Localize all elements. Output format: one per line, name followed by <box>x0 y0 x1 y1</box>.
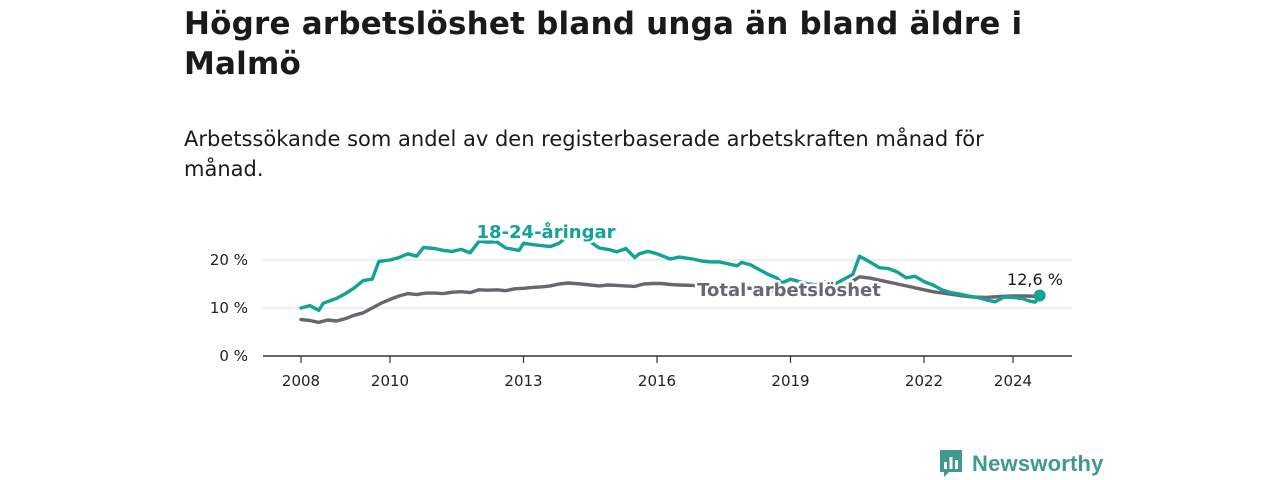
brand-name: Newsworthy <box>972 451 1104 476</box>
series-labels: 18-24-åringar Total arbetslöshet 12,6 % <box>474 219 1065 304</box>
x-tick-label: 2022 <box>905 372 943 390</box>
y-tick-label: 0 % <box>219 347 248 365</box>
series-lines <box>299 234 1042 325</box>
x-tick-label: 2010 <box>371 372 409 390</box>
x-tick-label: 2008 <box>282 372 320 390</box>
x-tick-label: 2013 <box>504 372 542 390</box>
x-tick-label: 2016 <box>638 372 676 390</box>
series-label-youth: 18-24-åringar <box>477 221 616 243</box>
y-axis-labels: 0 % 10 % 20 % <box>210 251 248 365</box>
line-chart: 0 % 10 % 20 % 2008 2010 2013 2016 2019 2022 2024… <box>209 219 1072 390</box>
x-axis: 2008 2010 2013 2016 2019 2022 2024 <box>263 355 1072 390</box>
y-tick-label: 10 % <box>210 299 248 317</box>
y-tick-label: 20 % <box>210 251 248 269</box>
bar-chart-bubble-icon <box>940 450 962 477</box>
chart-title: Högre arbetslöshet bland unga än bland ä… <box>184 6 1023 82</box>
end-point-marker <box>1033 289 1046 302</box>
newsworthy-logo[interactable]: Newsworthy <box>938 449 1104 479</box>
series-label-total: Total arbetslöshet <box>697 280 881 301</box>
series-line-youth <box>299 234 1042 313</box>
chart-subtitle: Arbetssökande som andel av den registerb… <box>184 127 984 181</box>
end-value-label: 12,6 % <box>1007 270 1063 289</box>
gridlines <box>263 259 1072 309</box>
series-line-total <box>299 275 1042 325</box>
x-tick-label: 2019 <box>771 372 809 390</box>
x-tick-label: 2024 <box>994 372 1032 390</box>
